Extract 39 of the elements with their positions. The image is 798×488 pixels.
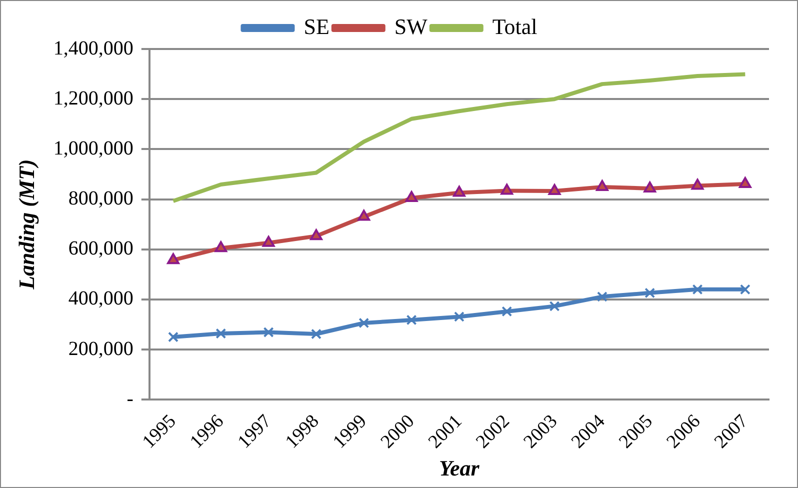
point bbox=[358, 210, 370, 221]
point bbox=[740, 284, 750, 295]
point bbox=[406, 314, 417, 326]
point bbox=[500, 184, 514, 195]
point bbox=[262, 236, 275, 247]
y-tick-label: - bbox=[126, 388, 134, 410]
point bbox=[214, 241, 228, 252]
y-tick-label: 1,400,000 bbox=[53, 37, 134, 60]
point bbox=[263, 327, 274, 338]
point bbox=[596, 180, 608, 191]
point bbox=[216, 328, 226, 339]
point bbox=[310, 229, 322, 240]
point bbox=[549, 300, 560, 312]
point bbox=[167, 253, 180, 264]
point bbox=[310, 328, 322, 340]
y-tick-label: 400,000 bbox=[68, 288, 134, 310]
legend-label: Total bbox=[492, 14, 538, 39]
point bbox=[644, 181, 656, 192]
point bbox=[454, 311, 464, 322]
point bbox=[168, 332, 178, 342]
point bbox=[502, 306, 512, 317]
point bbox=[548, 184, 561, 195]
legend-label: SW bbox=[394, 14, 428, 39]
point bbox=[644, 288, 656, 298]
point bbox=[738, 176, 752, 188]
y-tick-label: 600,000 bbox=[68, 238, 134, 260]
point bbox=[405, 191, 418, 202]
point bbox=[692, 284, 703, 295]
point bbox=[358, 318, 370, 328]
y-axis-title: Landing (MT) bbox=[14, 159, 39, 290]
point bbox=[691, 178, 704, 190]
y-tick-label: 1,000,000 bbox=[53, 137, 134, 160]
point bbox=[596, 291, 608, 302]
point bbox=[453, 186, 466, 197]
y-tick-label: 200,000 bbox=[68, 338, 134, 360]
y-tick-label: 1,200,000 bbox=[53, 87, 134, 110]
x-axis-title: Year bbox=[439, 455, 480, 480]
y-tick-label: 800,000 bbox=[68, 188, 134, 210]
legend-label: SE bbox=[304, 14, 330, 39]
